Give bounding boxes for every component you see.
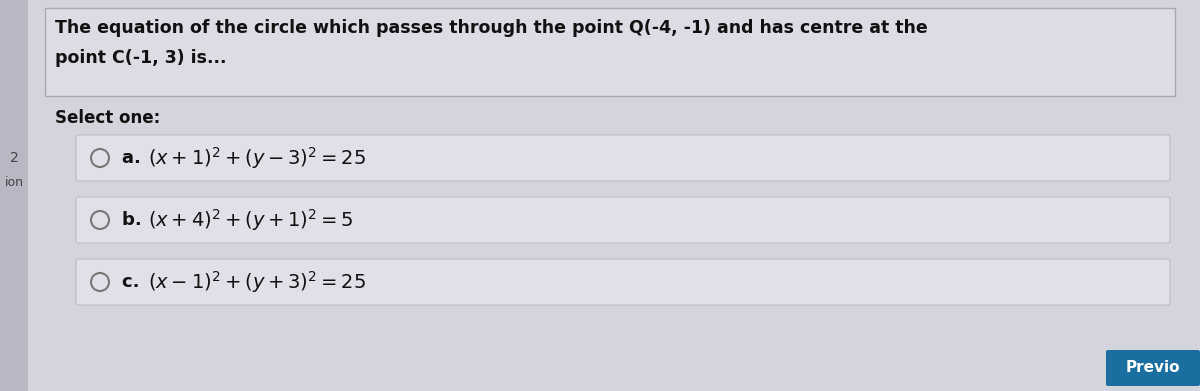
Text: The equation of the circle which passes through the point Q(-4, -1) and has cent: The equation of the circle which passes … xyxy=(55,19,928,37)
Text: $(x + 4)^2 + (y + 1)^2 = 5$: $(x + 4)^2 + (y + 1)^2 = 5$ xyxy=(148,207,354,233)
FancyBboxPatch shape xyxy=(76,259,1170,305)
Text: a.: a. xyxy=(122,149,148,167)
Text: $(x + 1)^2 + (y - 3)^2 = 25$: $(x + 1)^2 + (y - 3)^2 = 25$ xyxy=(148,145,366,171)
FancyBboxPatch shape xyxy=(76,135,1170,181)
FancyBboxPatch shape xyxy=(1106,350,1200,386)
Text: ion: ion xyxy=(5,176,24,188)
FancyBboxPatch shape xyxy=(76,197,1170,243)
Text: $(x - 1)^2 + (y + 3)^2 = 25$: $(x - 1)^2 + (y + 3)^2 = 25$ xyxy=(148,269,366,295)
FancyBboxPatch shape xyxy=(46,8,1175,96)
Text: b.: b. xyxy=(122,211,148,229)
Text: 2: 2 xyxy=(10,151,18,165)
Text: c.: c. xyxy=(122,273,145,291)
Text: Select one:: Select one: xyxy=(55,109,161,127)
Text: point C(-1, 3) is...: point C(-1, 3) is... xyxy=(55,49,227,67)
FancyBboxPatch shape xyxy=(0,0,28,391)
FancyBboxPatch shape xyxy=(28,0,1200,391)
Text: Previo: Previo xyxy=(1126,361,1181,375)
